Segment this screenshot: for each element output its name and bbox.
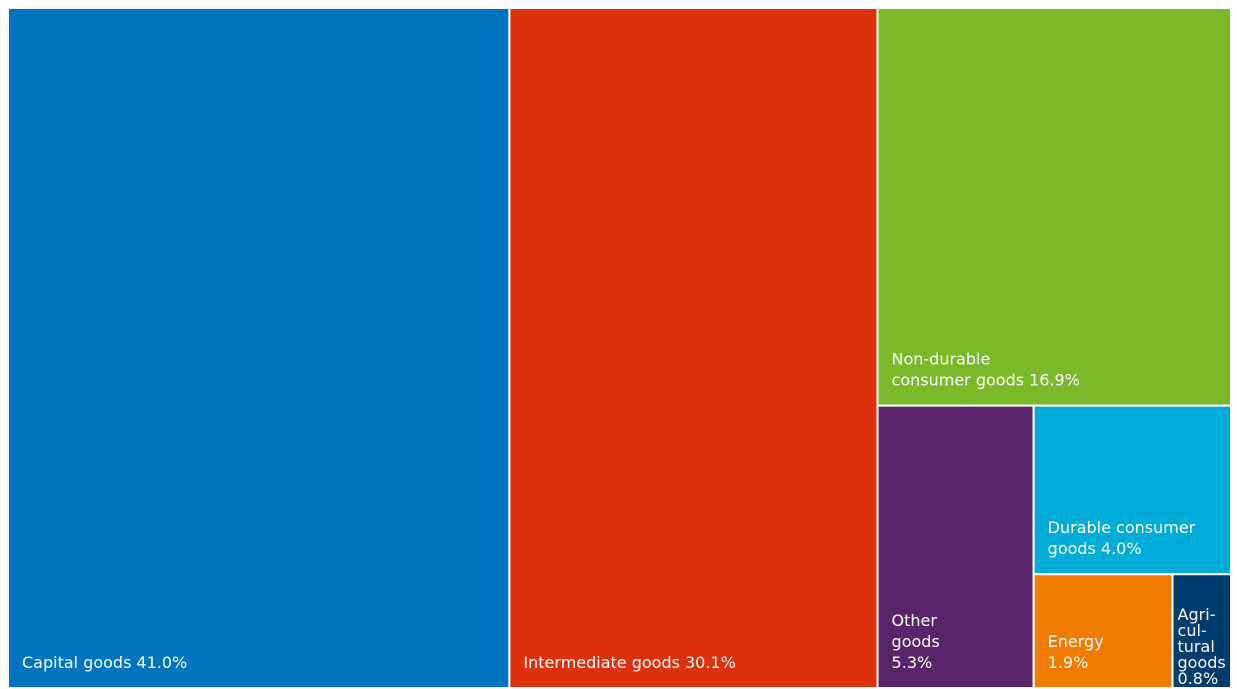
category-line: Intermediate goods (523, 653, 680, 672)
value-label: 1.9% (1048, 653, 1089, 672)
cell-label: Other goods 5.3% (892, 611, 940, 672)
treemap-cell (1171, 573, 1233, 689)
category-label: Capital goods (22, 653, 131, 672)
category-line: goods (1178, 653, 1226, 672)
treemap-cell (1032, 573, 1174, 689)
category-label: Intermediate goods (523, 653, 680, 672)
category-line: goods (1048, 539, 1096, 558)
value-label: 41.0% (136, 653, 187, 672)
category-label: Non-durable consumer goods (892, 350, 1025, 390)
category-line: cul- (1178, 621, 1207, 640)
cell-label: Durable consumer goods 4.0% (1048, 518, 1196, 558)
cell-label: Agri-cul-tural goods 0.8% (1178, 605, 1226, 688)
cell-label: Capital goods 41.0% (22, 653, 187, 672)
category-label: Durable consumer goods (1048, 518, 1196, 558)
treemap-cell (7, 7, 511, 689)
treemap-cell (1032, 404, 1233, 576)
cell-label: Non-durable consumer goods 16.9% (892, 350, 1080, 390)
category-line: Durable consumer (1048, 518, 1196, 537)
category-line: goods (892, 632, 940, 651)
category-line: Capital goods (22, 653, 131, 672)
category-label: Agri-cul-tural goods (1178, 605, 1226, 672)
cell-label: Energy 1.9% (1048, 632, 1104, 672)
category-line: Agri- (1178, 605, 1216, 624)
category-line: Energy (1048, 632, 1104, 651)
treemap-cell (508, 7, 879, 689)
value-label: 5.3% (892, 653, 933, 672)
value-label: 0.8% (1178, 669, 1219, 688)
value-label: 30.1% (685, 653, 736, 672)
category-line: tural (1178, 637, 1215, 656)
treemap-cell (876, 7, 1232, 407)
treemap-cell (876, 404, 1035, 689)
value-label: 4.0% (1101, 539, 1142, 558)
cell-label: Intermediate goods 30.1% (523, 653, 735, 672)
category-line: consumer goods (892, 371, 1025, 390)
category-label: Other goods (892, 611, 940, 651)
value-label: 16.9% (1029, 371, 1080, 390)
category-line: Other (892, 611, 938, 630)
category-line: Non-durable (892, 350, 991, 369)
category-label: Energy (1048, 632, 1104, 651)
